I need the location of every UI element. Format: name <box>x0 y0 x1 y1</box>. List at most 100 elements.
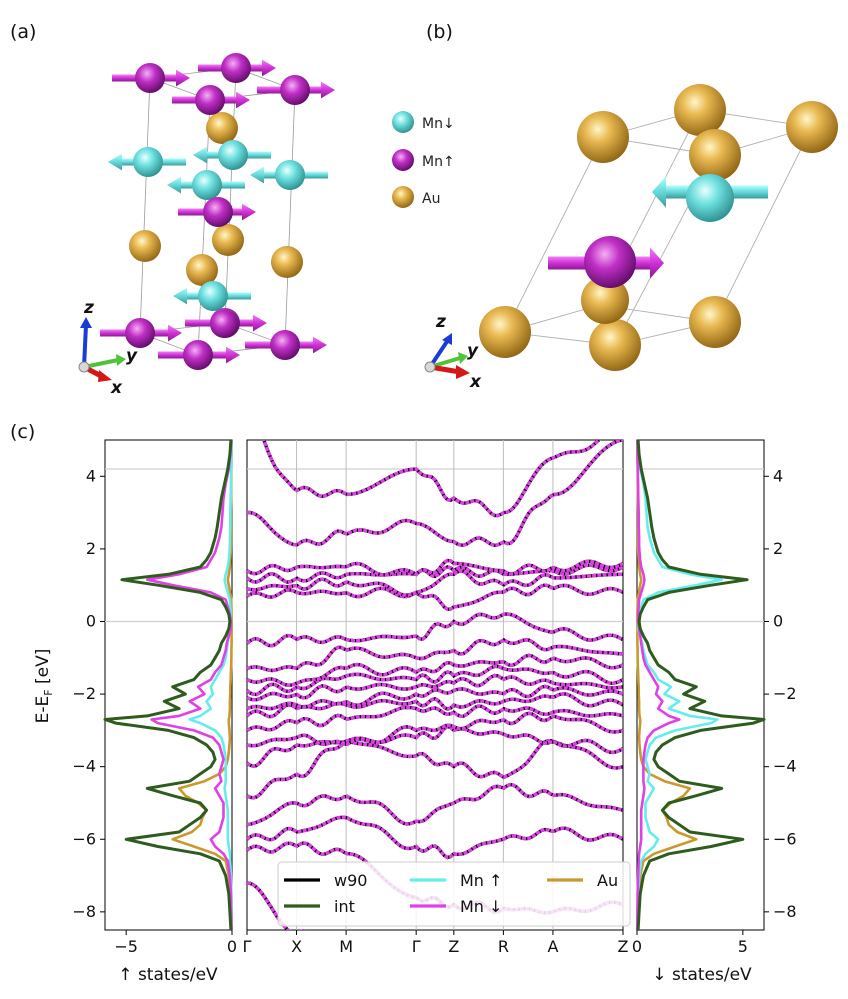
legend-mn-up-label: Mn↑ <box>422 154 455 170</box>
spin-arrow-head <box>167 176 181 194</box>
band-mn-down <box>247 440 623 548</box>
band-mn-down <box>247 583 623 612</box>
band-w90 <box>247 638 623 673</box>
crystal-structure-b <box>479 84 838 371</box>
x-tick-label: −5 <box>114 937 138 956</box>
crystal-structure-a <box>100 53 335 370</box>
spin-arrow-head <box>313 336 327 354</box>
spin-arrow-head <box>168 324 182 342</box>
dos-down-chart: 4 2 0 −2 −4 −6 −8 0 5 ↓ states/eV <box>632 439 797 985</box>
spin-arrow-head <box>173 287 187 305</box>
k-tick-label: Γ <box>243 937 252 956</box>
k-tick-label: Γ <box>412 937 421 956</box>
band-structure-chart: Γ X M Γ Z R A Z w90 int Mn ↑ Mn ↓ Au <box>243 439 631 956</box>
y-tick-label: −2 <box>72 684 96 703</box>
x-tick-label: 0 <box>632 937 642 956</box>
band-w90 <box>247 739 623 800</box>
k-tick-label: R <box>498 937 509 956</box>
mn-down-atom <box>218 140 248 170</box>
dos-series-au <box>636 440 698 931</box>
legend-label-1: int <box>334 897 355 916</box>
axis-y-label-b: y <box>467 341 479 361</box>
band-mn-down <box>247 612 623 648</box>
dos-series-mn <box>635 439 681 931</box>
band-mn-down <box>247 782 623 827</box>
spin-arrow-head <box>250 166 264 184</box>
legend-au-label: Au <box>422 191 440 207</box>
band-mn-down <box>247 815 623 860</box>
band-mn-down <box>262 440 602 518</box>
band-mn-down <box>247 684 623 711</box>
legend-au-marker <box>392 186 414 208</box>
spin-arrow-head <box>652 176 666 208</box>
mn-up-atom <box>183 340 213 370</box>
band-mn-down <box>247 724 623 768</box>
y-tick-label: 0 <box>773 611 783 630</box>
au-atom <box>689 129 741 181</box>
band-mn-down <box>247 739 623 800</box>
y-tick-label: −6 <box>72 829 96 848</box>
x-tick-label: 5 <box>738 937 748 956</box>
au-atom <box>129 230 161 262</box>
legend-mn-down-label: Mn↓ <box>422 116 455 132</box>
band-mn-down <box>247 558 623 577</box>
band-w90 <box>247 440 623 548</box>
k-tick-label: A <box>547 937 558 956</box>
dos-up-frame <box>104 439 233 931</box>
mn-up-atom <box>270 330 300 360</box>
band-mn-down <box>247 673 623 702</box>
k-tick-label: M <box>339 937 353 956</box>
legend-mn-down-marker <box>392 111 414 133</box>
au-atom <box>786 101 838 153</box>
band-w90 <box>262 440 602 518</box>
mn-up-atom <box>280 75 310 105</box>
mn-up-atom <box>584 236 636 288</box>
mn-up-atom <box>221 53 251 83</box>
axis-y-label-a: y <box>126 346 138 366</box>
au-atom <box>186 254 218 286</box>
y-tick-label: −8 <box>72 902 96 921</box>
y-tick-label: 0 <box>86 611 96 630</box>
panel-label-b: (b) <box>426 21 453 43</box>
axis-z-label-a: z <box>83 298 94 318</box>
spin-arrow-head <box>226 346 240 364</box>
mn-up-atom <box>210 310 238 338</box>
mn-up-atom <box>135 63 165 93</box>
panel-label-c: (c) <box>10 421 35 443</box>
mn-down-atom <box>198 281 228 311</box>
spin-arrow-head <box>253 314 267 332</box>
spin-arrow-head <box>321 81 335 99</box>
axes-triad-b: z y x <box>424 312 482 392</box>
au-atom <box>206 112 238 144</box>
k-tick-label: Z <box>448 937 459 956</box>
band-legend-box <box>277 861 631 927</box>
dos-down-frame <box>636 439 765 931</box>
panel-label-a: (a) <box>10 21 36 43</box>
mn-down-atom <box>133 147 163 177</box>
panel-c: 4 2 0 −2 −4 −6 −8 −5 0 ↑ states/eV E-EF [eV] Γ X… <box>33 439 797 985</box>
axis-x-label-b: x <box>469 372 482 392</box>
mn-down-atom <box>686 174 734 222</box>
legend-label-0: w90 <box>334 871 367 890</box>
mn-up-atom <box>203 197 233 227</box>
spin-arrow-head <box>193 146 207 164</box>
axis-z-label-b: z <box>435 312 446 332</box>
mn-down-atom <box>275 160 305 190</box>
y-tick-label: 4 <box>86 466 96 485</box>
band-w90 <box>247 815 623 860</box>
au-atom <box>589 319 641 371</box>
legend-mn-up-marker <box>392 149 414 171</box>
k-tick-label: Z <box>618 937 629 956</box>
dos-series-mn <box>636 439 723 931</box>
dos-up-xlabel: ↑ states/eV <box>118 965 218 985</box>
k-tick-label: X <box>291 937 302 956</box>
dos-up-chart: 4 2 0 −2 −4 −6 −8 −5 0 ↑ states/eV E-EF [eV] <box>33 439 237 985</box>
spin-arrow-head <box>650 247 664 279</box>
mn-up-atom <box>195 85 225 115</box>
mn-up-atom <box>125 318 155 348</box>
dos-series-int <box>103 439 233 931</box>
dos-series-int <box>636 439 766 931</box>
band-mn-down <box>247 638 623 673</box>
au-atom <box>271 246 303 278</box>
